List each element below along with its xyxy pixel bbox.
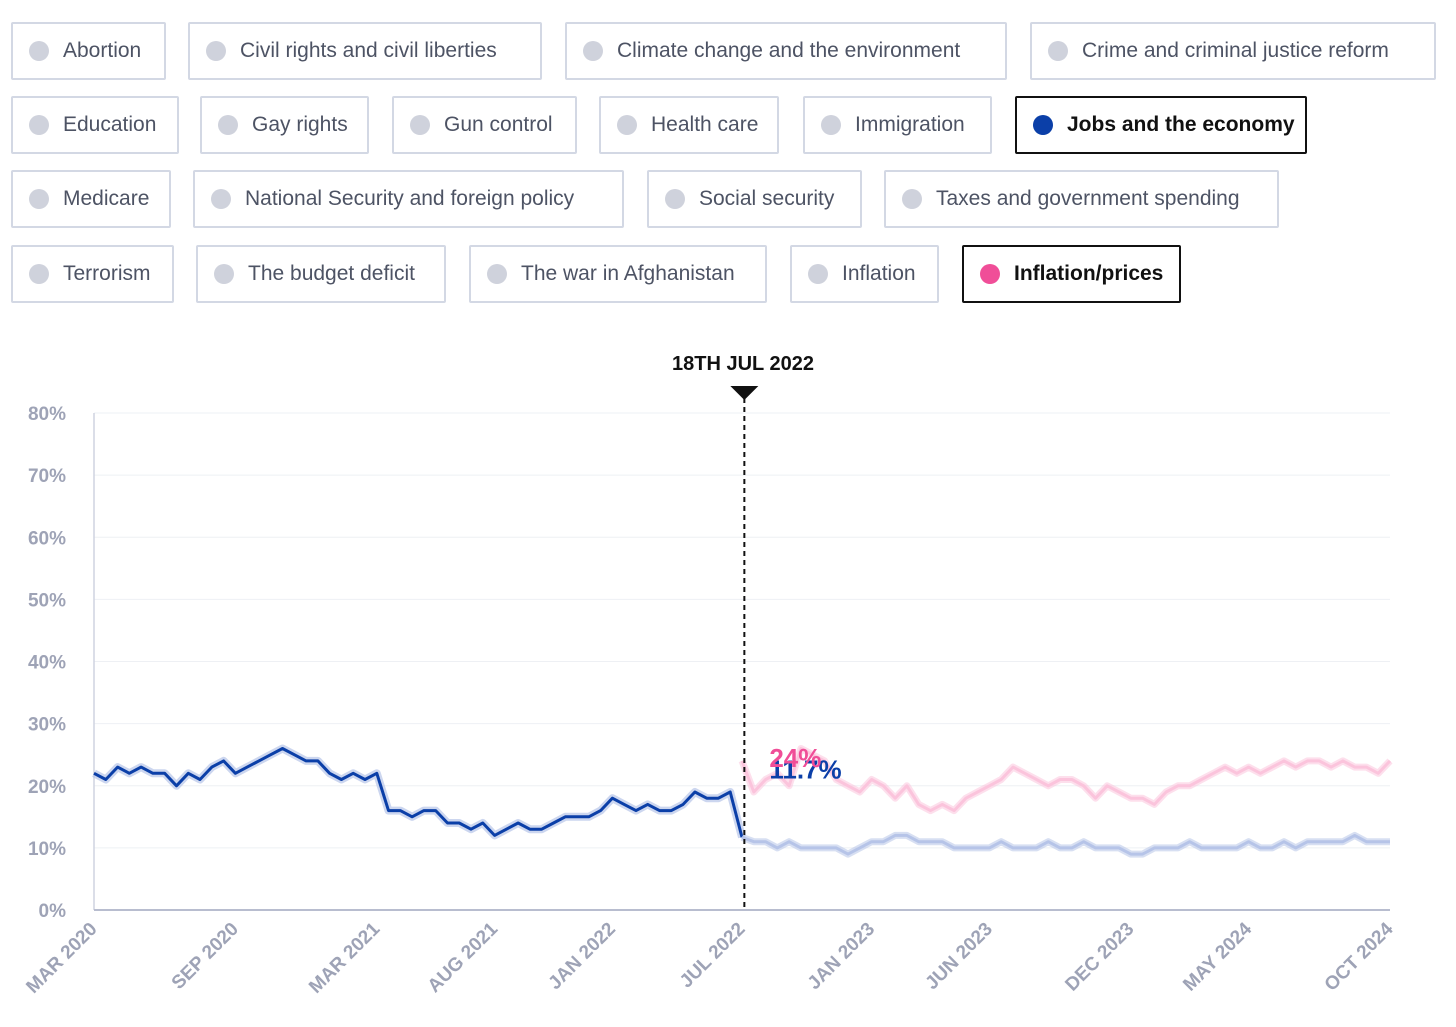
filter-dot-icon	[583, 41, 603, 61]
y-tick-label: 70%	[28, 466, 66, 487]
filter-chip-civil-rights-and-civil-liberties[interactable]: Civil rights and civil liberties	[188, 22, 542, 80]
filter-dot-icon	[902, 189, 922, 209]
topic-filter-bar: Abortion Civil rights and civil liberties…	[0, 0, 1456, 310]
filter-chip-label: Abortion	[63, 39, 142, 62]
filter-chip-label: Crime and criminal justice reform	[1082, 39, 1389, 62]
filter-chip-label: Climate change and the environment	[617, 39, 961, 62]
date-marker-arrow-icon	[730, 386, 759, 400]
filter-chip-taxes-and-government-spending[interactable]: Taxes and government spending	[884, 170, 1279, 228]
filter-chip-medicare[interactable]: Medicare	[11, 170, 171, 228]
filter-chip-health-care[interactable]: Health care	[599, 96, 779, 154]
filter-dot-icon	[211, 189, 231, 209]
series-value-label: 11.7%	[769, 754, 841, 784]
filter-chip-education[interactable]: Education	[11, 96, 179, 154]
filter-dot-icon	[29, 264, 49, 284]
filter-chip-national-security-and-foreign-policy[interactable]: National Security and foreign policy	[193, 170, 624, 228]
filter-chip-label: Gun control	[444, 113, 553, 136]
filter-chip-label: Civil rights and civil liberties	[240, 39, 497, 62]
filter-dot-icon	[821, 115, 841, 135]
x-tick-label: JUL 2022	[676, 919, 750, 993]
filter-chip-label: Jobs and the economy	[1067, 113, 1295, 136]
filter-chip-crime-and-criminal-justice-reform[interactable]: Crime and criminal justice reform	[1030, 22, 1436, 80]
x-tick-label: OCT 2024	[1321, 918, 1398, 995]
filter-chip-label: Inflation/prices	[1014, 262, 1164, 285]
x-tick-label: MAY 2024	[1179, 918, 1256, 995]
filter-dot-icon	[617, 115, 637, 135]
filter-chip-label: Terrorism	[63, 262, 151, 285]
x-tick-label: JAN 2022	[545, 919, 620, 994]
filter-dot-icon	[1048, 41, 1068, 61]
filter-chip-inflation-prices[interactable]: Inflation/prices	[962, 245, 1181, 303]
filter-dot-icon	[29, 189, 49, 209]
filter-chip-label: Inflation	[842, 262, 916, 285]
filter-chip-gay-rights[interactable]: Gay rights	[200, 96, 369, 154]
filter-chip-label: Social security	[699, 187, 835, 210]
issue-importance-line-chart: 0% 10% 20% 30% 40% 50% 60% 70% 80% MAR 2020 SEP 20…	[22, 353, 1398, 998]
filter-dot-icon	[206, 41, 226, 61]
date-marker-label: 18TH JUL 2022	[672, 353, 814, 375]
filter-dot-icon	[487, 264, 507, 284]
series-line-faded-inflation-prices	[740, 747, 1392, 813]
filter-chip-label: The war in Afghanistan	[521, 262, 735, 285]
filter-chip-climate-change-and-the-environment[interactable]: Climate change and the environment	[565, 22, 1007, 80]
series-value-label: 24%	[769, 743, 821, 773]
series-halo-jobs-and-the-economy	[92, 744, 746, 840]
series-line-faded-jobs-and-the-economy	[741, 833, 1390, 856]
filter-chip-label: The budget deficit	[248, 262, 415, 285]
filter-dot-icon	[29, 41, 49, 61]
filter-dot-icon	[29, 115, 49, 135]
filter-chip-social-security[interactable]: Social security	[647, 170, 862, 228]
filter-dot-icon	[214, 264, 234, 284]
filter-chip-label: Medicare	[63, 187, 150, 210]
filter-chip-label: Education	[63, 113, 157, 136]
y-tick-label: 50%	[28, 590, 66, 611]
filter-chip-label: Gay rights	[252, 113, 348, 136]
series-line-jobs-and-the-economy	[93, 747, 744, 838]
x-tick-label: SEP 2020	[168, 919, 243, 994]
y-tick-label: 80%	[28, 404, 66, 425]
filter-chip-jobs-and-the-economy[interactable]: Jobs and the economy	[1015, 96, 1307, 154]
x-tick-label: MAR 2020	[22, 919, 101, 998]
filter-dot-icon	[218, 115, 238, 135]
filter-chip-terrorism[interactable]: Terrorism	[11, 245, 174, 303]
filter-chip-label: Taxes and government spending	[936, 187, 1240, 210]
filter-chip-immigration[interactable]: Immigration	[803, 96, 992, 154]
filter-chip-label: Immigration	[855, 113, 965, 136]
filter-chip-label: National Security and foreign policy	[245, 187, 575, 210]
x-tick-label: MAR 2021	[305, 918, 384, 997]
filter-dot-icon	[980, 264, 1000, 284]
x-tick-label: JAN 2023	[804, 919, 879, 994]
filter-chip-abortion[interactable]: Abortion	[11, 22, 166, 80]
filter-dot-icon	[665, 189, 685, 209]
y-tick-label: 0%	[39, 901, 67, 922]
filter-chip-inflation[interactable]: Inflation	[790, 245, 939, 303]
y-tick-label: 30%	[28, 715, 66, 736]
filter-dot-icon	[1033, 115, 1053, 135]
filter-chip-label: Health care	[651, 113, 759, 136]
y-tick-label: 20%	[28, 777, 66, 798]
filter-dot-icon	[410, 115, 430, 135]
x-tick-label: AUG 2021	[424, 918, 503, 997]
filter-dot-icon	[808, 264, 828, 284]
y-tick-label: 10%	[28, 839, 66, 860]
y-tick-label: 60%	[28, 528, 66, 549]
x-tick-label: DEC 2023	[1061, 919, 1138, 996]
y-tick-label: 40%	[28, 653, 66, 674]
x-tick-label: JUN 2023	[922, 919, 997, 994]
filter-chip-the-budget-deficit[interactable]: The budget deficit	[196, 245, 446, 303]
filter-chip-the-war-in-afghanistan[interactable]: The war in Afghanistan	[469, 245, 767, 303]
filter-chip-gun-control[interactable]: Gun control	[392, 96, 577, 154]
